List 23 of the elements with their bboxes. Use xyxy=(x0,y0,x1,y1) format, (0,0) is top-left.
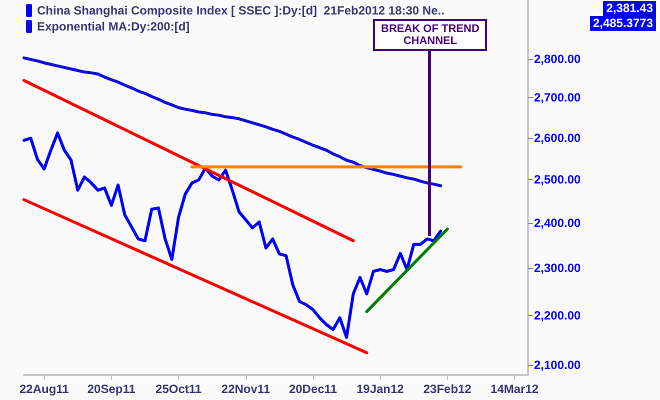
legend-label: Exponential MA:Dy:200:[d] xyxy=(37,20,190,34)
x-tick-label: 25Oct11 xyxy=(156,382,202,396)
y-tick-label: 2,100.00 xyxy=(534,358,582,372)
text: 2,485.3773 xyxy=(590,16,656,31)
x-tick-label: 19Jan12 xyxy=(356,382,404,396)
y-tick-label: 2,400.00 xyxy=(534,216,582,230)
x-tick-label: 20Sep11 xyxy=(87,382,136,396)
y-tick-label: 2,500.00 xyxy=(534,172,582,187)
y-tick-label: 2,200.00 xyxy=(534,308,582,322)
text: 2,381.43 xyxy=(603,1,656,16)
x-tick-label: 20Dec11 xyxy=(288,382,338,396)
x-tick-label: 22Aug11 xyxy=(19,382,70,396)
x-tick-label: 23Feb12 xyxy=(423,382,472,396)
line-series xyxy=(22,56,442,188)
x-tick-label: 22Nov11 xyxy=(221,382,270,396)
legend-label: China Shanghai Composite Index [ SSEC ]:Dy:[d] 21Feb2012 18:30 Ne.. xyxy=(37,4,444,18)
line-series xyxy=(22,131,442,339)
y-tick-label: 2,700.00 xyxy=(534,90,582,105)
annotation: BREAK OF TREND CHANNEL xyxy=(373,19,488,51)
y-tick-label: 2,800.00 xyxy=(534,52,582,66)
x-tick-label: 14Mar12 xyxy=(490,382,539,396)
y-tick-label: 2,600.00 xyxy=(534,130,582,145)
y-tick-label: 2,300.00 xyxy=(534,261,582,276)
